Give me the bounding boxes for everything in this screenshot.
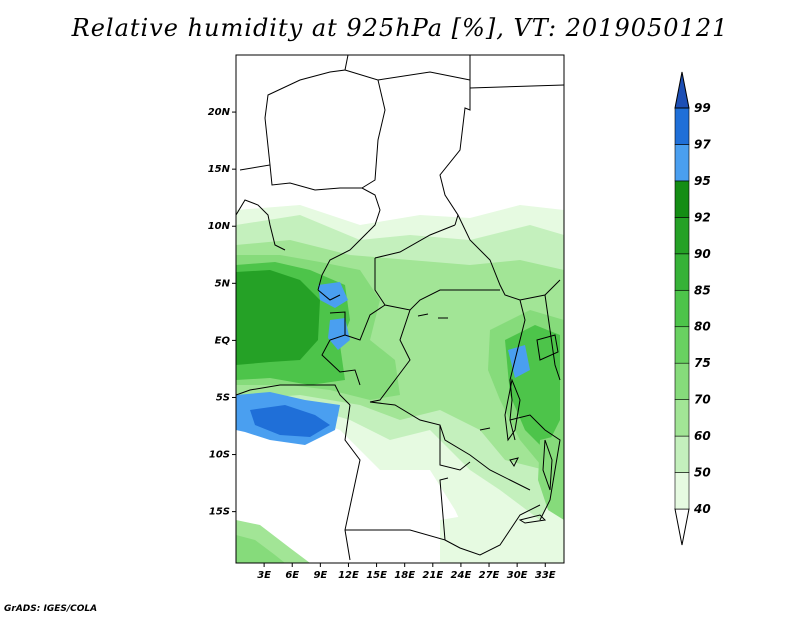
lat-tick-label: 15S: [209, 507, 230, 518]
lat-tick-label: 10S: [209, 450, 230, 461]
colorbar-level-label: 99: [694, 101, 711, 115]
colorbar-lower-triangle: [674, 508, 690, 546]
colorbar-level-label: 97: [694, 137, 711, 151]
plot-frame: [235, 54, 565, 564]
colorbar-box: [674, 180, 690, 218]
lat-tick-label: 10N: [208, 221, 231, 232]
colorbar: 40 50 60 70 75 80 85 90 92 95 97 99: [674, 71, 711, 546]
lakes: [417, 313, 559, 524]
colorbar-box: [674, 326, 690, 364]
country-borders: [236, 55, 564, 561]
lat-tick-label: 5N: [215, 278, 231, 289]
lon-tick-label: 6E: [285, 570, 299, 581]
colorbar-box: [674, 362, 690, 400]
colorbar-level-label: 60: [694, 429, 711, 443]
colorbar-level-label: 92: [694, 210, 711, 224]
grads-credit: GrADS: IGES/COLA: [4, 604, 98, 614]
colorbar-level-label: 80: [694, 320, 711, 334]
colorbar-box: [674, 217, 690, 255]
lon-tick-label: 9E: [313, 570, 327, 581]
lat-tick-label: EQ: [215, 335, 231, 346]
colorbar-box: [674, 435, 690, 473]
colorbar-level-label: 85: [694, 283, 711, 297]
lon-tick-label: 15E: [366, 570, 387, 581]
lon-tick-label: 33E: [535, 570, 556, 581]
latitude-axis: 20N 15N 10N 5N EQ 5S 10S 15S: [208, 107, 236, 518]
colorbar-level-label: 70: [694, 393, 711, 407]
longitude-axis: 3E 6E 9E 12E 15E 18E 21E 24E 27E 30E 33E: [257, 563, 556, 581]
colorbar-level-label: 50: [694, 466, 711, 480]
map-title: Relative humidity at 925hPa [%], VT: 201…: [71, 14, 729, 42]
lon-tick-label: 21E: [422, 570, 443, 581]
lat-tick-label: 5S: [216, 392, 230, 403]
lon-tick-label: 3E: [257, 570, 271, 581]
colorbar-level-label: 90: [694, 247, 711, 261]
lon-tick-label: 27E: [479, 570, 500, 581]
colorbar-box: [674, 253, 690, 291]
colorbar-level-label: 75: [694, 356, 711, 370]
lon-tick-label: 24E: [451, 570, 472, 581]
colorbar-upper-triangle: [674, 71, 690, 109]
colorbar-box: [674, 289, 690, 328]
lat-tick-label: 20N: [208, 107, 231, 118]
colorbar-box: [674, 472, 690, 510]
lon-tick-label: 30E: [507, 570, 528, 581]
lat-tick-label: 15N: [208, 164, 231, 175]
rh-zone-97-99: [250, 405, 330, 437]
lon-tick-label: 12E: [338, 570, 359, 581]
colorbar-box: [674, 399, 690, 437]
colorbar-box: [674, 107, 690, 145]
lon-tick-label: 18E: [394, 570, 415, 581]
humidity-field: [236, 55, 564, 563]
rh-zone-90-95: [236, 270, 320, 365]
colorbar-box: [674, 144, 690, 182]
colorbar-level-label: 95: [694, 174, 711, 188]
colorbar-level-label: 40: [693, 502, 711, 516]
